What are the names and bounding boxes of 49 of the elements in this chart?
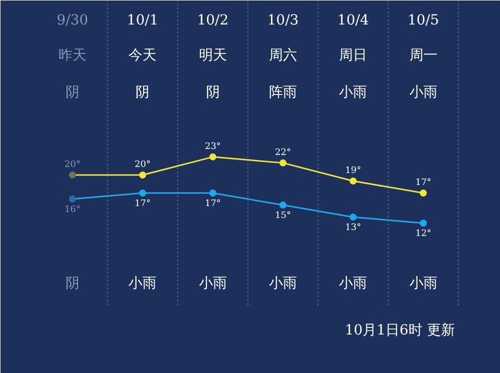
point <box>68 171 76 178</box>
x-tick-label: 10/4 <box>337 12 369 28</box>
data-label: 20° <box>64 160 80 170</box>
x-tick-label: 10/2 <box>197 12 229 28</box>
data-label: 17° <box>415 178 432 188</box>
annotation: 周日 <box>339 48 368 64</box>
point <box>209 190 216 197</box>
annotation: 小雨 <box>339 276 368 292</box>
data-label: 20° <box>134 160 151 170</box>
data-label: 17° <box>204 199 221 210</box>
annotation: 今天 <box>128 48 157 64</box>
annotation: 小雨 <box>198 276 227 292</box>
point <box>68 196 76 203</box>
annotation: 阴 <box>206 84 220 100</box>
point <box>420 190 427 197</box>
annotation: 阴 <box>65 84 80 100</box>
data-label: 15° <box>275 211 291 222</box>
point <box>209 153 216 160</box>
annotation: 昨天 <box>58 48 86 64</box>
x-tick-label: 9/30 <box>56 12 88 28</box>
point <box>139 171 146 178</box>
annotation: 小雨 <box>339 84 368 100</box>
annotation: 小雨 <box>268 276 297 292</box>
annotation: 阵雨 <box>268 84 297 100</box>
annotation: 阴 <box>65 276 80 292</box>
data-label: 12° <box>415 229 432 240</box>
annotation: 10月1日6时 更新 <box>344 322 455 338</box>
x-tick-label: 10/5 <box>408 12 440 28</box>
point <box>279 159 286 166</box>
point <box>350 214 357 221</box>
data-label: 22° <box>275 148 291 158</box>
x-tick-label: 10/3 <box>267 12 299 28</box>
x-tick-label: 10/1 <box>126 12 158 28</box>
data-label: 13° <box>345 223 362 234</box>
data-label: 19° <box>345 166 362 176</box>
data-label: 16° <box>64 205 80 216</box>
data-label: 23° <box>204 142 221 152</box>
point <box>279 202 286 209</box>
annotation: 小雨 <box>409 276 438 292</box>
annotation: 小雨 <box>409 84 438 100</box>
annotation: 阴 <box>136 84 150 100</box>
annotation: 周一 <box>409 48 438 64</box>
point <box>350 177 357 184</box>
data-label: 17° <box>134 199 151 210</box>
annotation: 明天 <box>198 48 227 64</box>
annotation: 周六 <box>268 48 297 64</box>
point <box>139 190 146 197</box>
point <box>420 220 427 227</box>
annotation: 小雨 <box>128 276 157 292</box>
